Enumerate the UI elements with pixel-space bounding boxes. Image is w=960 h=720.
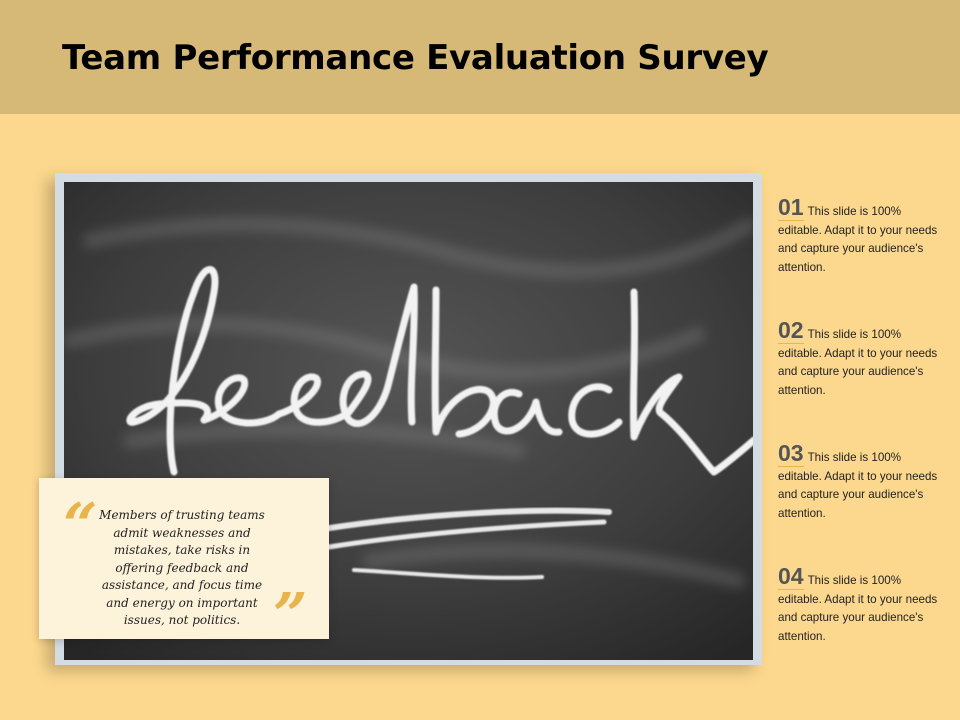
item-text: This slide is 100% editable. Adapt it to… [778, 205, 938, 274]
list-item: 01 This slide is 100% editable. Adapt it … [778, 194, 943, 277]
item-text: This slide is 100% editable. Adapt it to… [778, 451, 938, 520]
list-item: 03 This slide is 100% editable. Adapt it … [778, 440, 943, 523]
feedback-chalk-word [126, 266, 753, 476]
chalkboard-image [64, 182, 753, 660]
list-item: 02 This slide is 100% editable. Adapt it … [778, 317, 943, 400]
list-item: 04 This slide is 100% editable. Adapt it … [778, 563, 943, 646]
quote-box: “ Members of trusting teams admit weakne… [39, 478, 329, 646]
item-number: 01 [778, 194, 804, 221]
item-number: 04 [778, 563, 804, 590]
photo-frame [55, 173, 762, 665]
quote-text: Members of trusting teams admit weakness… [99, 508, 265, 627]
item-number: 02 [778, 317, 804, 344]
item-text: This slide is 100% editable. Adapt it to… [778, 328, 938, 397]
close-quote-icon: ” [273, 581, 308, 651]
header-band: Team Performance Evaluation Survey [0, 0, 960, 114]
page-title: Team Performance Evaluation Survey [62, 38, 769, 78]
item-text: This slide is 100% editable. Adapt it to… [778, 574, 938, 643]
item-number: 03 [778, 440, 804, 467]
chalk-underline [301, 507, 612, 580]
open-quote-icon: “ [63, 491, 98, 561]
